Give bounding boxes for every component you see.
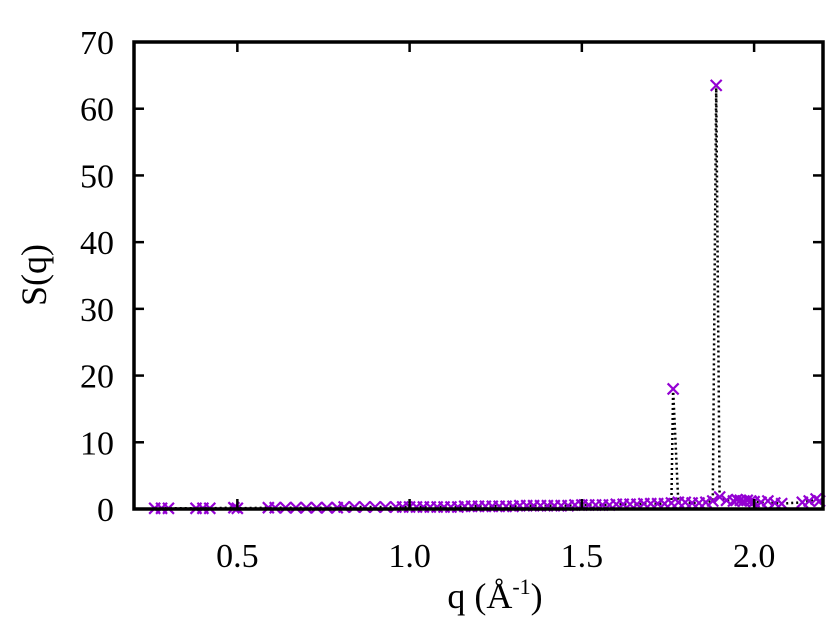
y-tick-label: 60 — [80, 92, 114, 129]
data-point — [709, 79, 723, 92]
data-point — [802, 494, 816, 508]
y-tick-label: 10 — [80, 425, 114, 462]
y-tick-label: 0 — [97, 492, 114, 529]
data-point — [706, 494, 720, 508]
x-axis-title-superscript: -1 — [512, 574, 530, 599]
x-tick-label: 2.0 — [733, 538, 776, 575]
data-point — [713, 490, 726, 504]
x-axis-title-main: q (Å — [447, 576, 512, 616]
x-axis-title: q (Å-1) — [447, 574, 542, 616]
y-tick-label: 40 — [80, 225, 114, 262]
x-tick-label: 1.0 — [388, 538, 431, 575]
plot-frame — [132, 40, 825, 511]
y-tick-label: 50 — [80, 158, 114, 195]
y-tick-label: 20 — [80, 359, 114, 396]
marker-layer — [148, 79, 826, 515]
y-tick-label: 30 — [80, 292, 114, 329]
x-axis-ticks: 0.5 1.0 1.5 2.0 — [216, 42, 775, 575]
y-axis-title: S(q) — [14, 244, 54, 306]
x-tick-label: 0.5 — [216, 538, 259, 575]
connector-layer — [154, 85, 821, 510]
data-point — [761, 494, 775, 508]
x-tick-label: 1.5 — [561, 538, 604, 575]
y-tick-label: 70 — [80, 25, 114, 62]
series-connector-line — [154, 85, 821, 510]
y-axis-ticks: 0 10 20 30 40 50 60 70 — [80, 25, 823, 529]
data-point — [666, 382, 680, 396]
data-point — [379, 500, 392, 514]
x-axis-title-close: ) — [531, 576, 543, 616]
